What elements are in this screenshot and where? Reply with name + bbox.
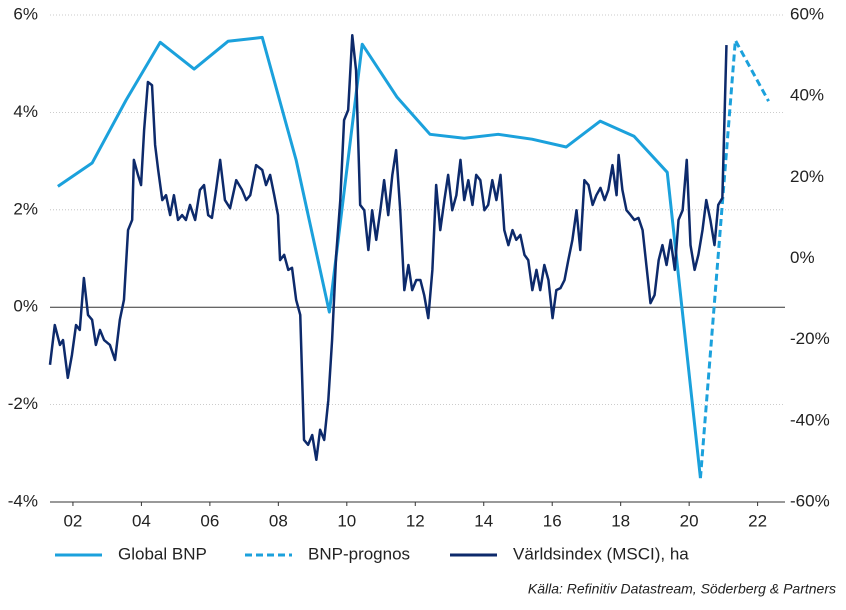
legend-label: Världsindex (MSCI), ha xyxy=(513,544,689,563)
x-tick-label: 22 xyxy=(748,511,767,530)
y-tick-label: -4% xyxy=(8,491,38,510)
y2-tick-label: 60% xyxy=(790,4,824,23)
x-tick-label: 04 xyxy=(132,511,151,530)
x-tick-label: 12 xyxy=(406,511,425,530)
y2-tick-label: 0% xyxy=(790,248,815,267)
y-tick-label: 2% xyxy=(13,199,38,218)
y2-tick-label: -20% xyxy=(790,329,830,348)
x-tick-label: 20 xyxy=(680,511,699,530)
y-tick-label: 0% xyxy=(13,297,38,316)
x-tick-label: 06 xyxy=(200,511,219,530)
source-note: Källa: Refinitiv Datastream, Söderberg &… xyxy=(528,581,836,597)
y-tick-label: 4% xyxy=(13,102,38,121)
y-tick-label: 6% xyxy=(13,4,38,23)
series-line xyxy=(698,38,770,479)
x-tick-label: 16 xyxy=(543,511,562,530)
y-tick-label: -2% xyxy=(8,394,38,413)
legend-label: Global BNP xyxy=(118,544,207,563)
y2-tick-label: -60% xyxy=(790,491,830,510)
series-line xyxy=(57,35,702,479)
x-tick-label: 14 xyxy=(474,511,493,530)
x-tick-label: 08 xyxy=(269,511,288,530)
y2-tick-label: 40% xyxy=(790,86,824,105)
y2-tick-label: -40% xyxy=(790,410,830,429)
x-tick-label: 02 xyxy=(63,511,82,530)
y2-tick-label: 20% xyxy=(790,167,824,186)
legend-label: BNP-prognos xyxy=(308,544,410,563)
x-tick-label: 10 xyxy=(337,511,356,530)
x-tick-label: 18 xyxy=(611,511,630,530)
series-line xyxy=(48,34,728,462)
